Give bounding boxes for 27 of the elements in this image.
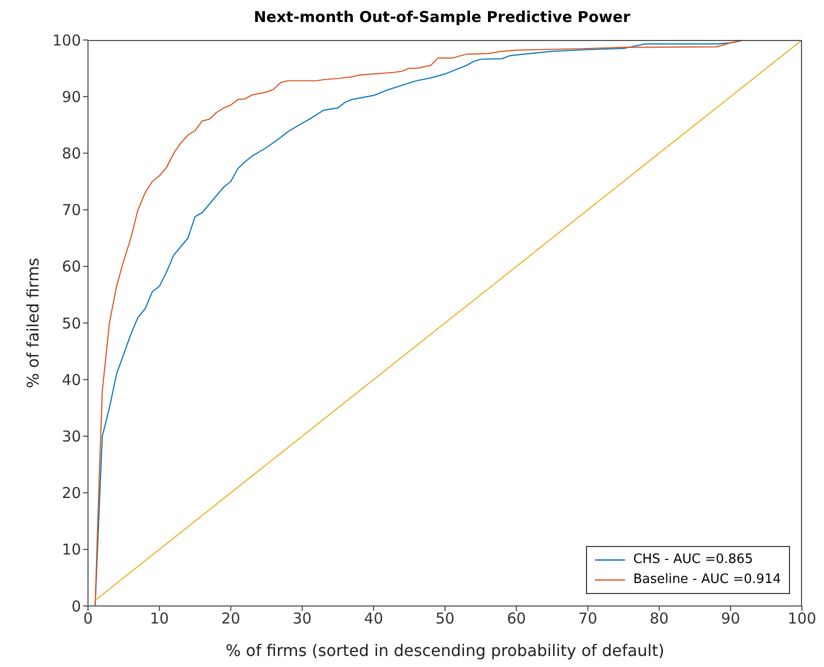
chart-title: Next-month Out-of-Sample Predictive Power <box>252 8 632 28</box>
x-tick-label: 60 <box>506 610 526 628</box>
y-tick-label: 70 <box>62 201 81 220</box>
y-axis-title: % of failed firms <box>24 258 43 388</box>
x-tick-label: 0 <box>83 610 93 628</box>
legend-label: Baseline - AUC =0.914 <box>633 571 781 589</box>
legend-label: CHS - AUC =0.865 <box>633 551 753 569</box>
x-tick-label: 20 <box>221 610 240 628</box>
y-tick-label: 100 <box>52 31 81 50</box>
y-tick-label: 20 <box>62 484 81 502</box>
x-tick-label: 70 <box>578 610 598 628</box>
x-tick-label: 40 <box>364 610 384 628</box>
x-tick-label: 30 <box>292 610 312 628</box>
y-tick-label: 90 <box>62 88 81 106</box>
y-tick-label: 40 <box>62 370 81 389</box>
x-tick-label: 90 <box>721 610 740 628</box>
x-tick-label: 80 <box>650 610 669 628</box>
y-tick-label: 80 <box>62 144 81 163</box>
y-tick-label: 50 <box>62 314 81 332</box>
y-tick-label: 0 <box>71 597 81 616</box>
x-tick-label: 50 <box>435 610 455 628</box>
x-tick-label: 100 <box>788 610 816 628</box>
y-tick-label: 10 <box>62 540 81 559</box>
y-tick-label: 60 <box>62 258 81 276</box>
y-tick-label: 30 <box>62 428 81 446</box>
x-axis-title: % of firms (sorted in descending probability of default) <box>226 641 664 660</box>
x-tick-label: 10 <box>150 610 169 628</box>
